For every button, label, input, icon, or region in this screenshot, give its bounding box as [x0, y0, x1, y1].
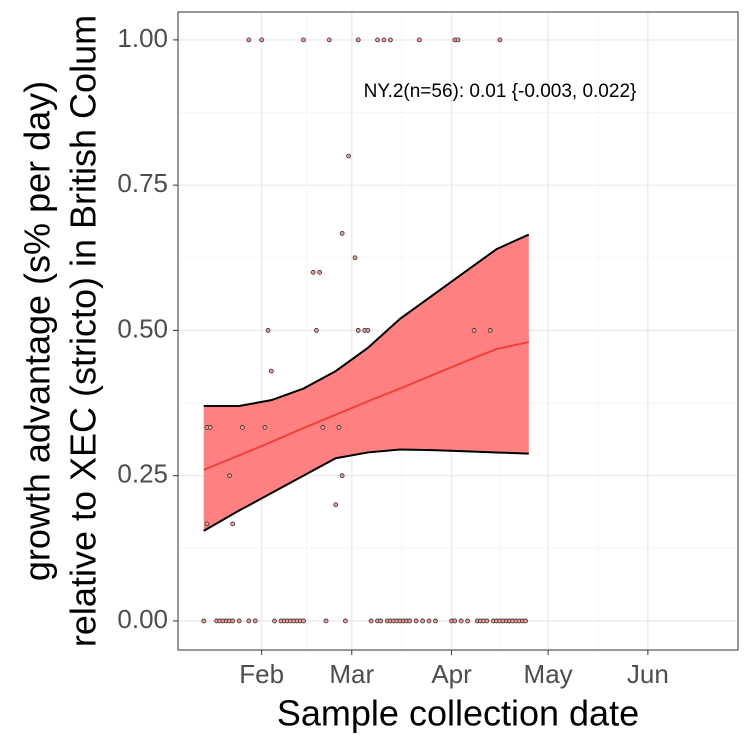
point — [326, 37, 332, 43]
x-tick-label: May — [524, 659, 573, 689]
y-tick-label: 0.00 — [117, 604, 168, 634]
y-axis-title: relative to XEC (stricto) in British Col… — [63, 15, 104, 647]
point — [416, 37, 422, 43]
y-tick-label: 0.75 — [117, 168, 168, 198]
point — [452, 618, 458, 624]
fit-line — [203, 341, 530, 471]
panel-border — [177, 11, 739, 651]
point — [471, 328, 477, 333]
y-tick-label: 0.50 — [117, 313, 168, 343]
band-upper — [203, 233, 530, 407]
x-tick-label: Mar — [329, 659, 374, 689]
point — [227, 473, 232, 479]
point — [246, 618, 252, 624]
point — [465, 618, 471, 624]
point — [355, 328, 361, 333]
point — [381, 37, 387, 43]
point — [207, 425, 213, 430]
point — [323, 618, 329, 624]
point — [268, 368, 274, 374]
point — [368, 618, 374, 624]
y-axis-title: growth advantage (s% per day) — [17, 81, 58, 581]
point — [352, 255, 358, 261]
point — [497, 37, 503, 43]
point — [301, 37, 306, 43]
point — [378, 618, 384, 624]
point — [301, 618, 306, 624]
point — [375, 37, 380, 43]
x-axis-title: Sample collection date — [277, 693, 639, 734]
y-tick-label: 0.25 — [117, 459, 168, 489]
annotation: NY.2(n=56): 0.01 {-0.003, 0.022} — [364, 81, 637, 102]
x-tick-label: Feb — [239, 659, 284, 689]
point — [313, 328, 319, 333]
point — [230, 618, 236, 624]
point — [252, 618, 258, 624]
point — [201, 618, 207, 624]
point — [413, 618, 419, 624]
point — [239, 425, 245, 430]
point — [317, 269, 323, 275]
point — [236, 618, 242, 624]
point — [355, 37, 361, 43]
point — [458, 618, 464, 624]
point — [246, 37, 252, 43]
point — [346, 153, 351, 159]
point — [455, 37, 461, 43]
point — [339, 230, 345, 236]
point — [523, 618, 528, 624]
point — [333, 502, 339, 508]
point — [433, 618, 438, 624]
point — [336, 425, 342, 430]
point — [204, 521, 210, 527]
point — [420, 618, 425, 624]
point — [310, 269, 316, 275]
point — [230, 521, 236, 527]
confidence-band — [203, 234, 529, 531]
point — [487, 328, 493, 333]
point — [339, 473, 345, 479]
point — [342, 618, 348, 624]
point — [262, 425, 268, 430]
point — [426, 618, 432, 624]
point — [259, 37, 265, 43]
point — [265, 328, 271, 333]
band-lower — [203, 448, 529, 532]
x-tick-label: Jun — [627, 659, 669, 689]
point — [407, 618, 413, 624]
point — [320, 425, 326, 430]
point — [272, 618, 277, 624]
point — [484, 618, 490, 624]
x-tick-label: Apr — [431, 659, 472, 689]
y-tick-label: 1.00 — [117, 23, 168, 53]
point — [388, 37, 393, 43]
point — [365, 328, 371, 333]
